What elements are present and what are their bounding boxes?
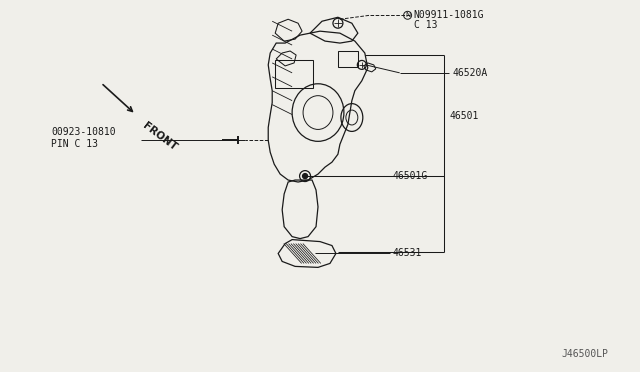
Text: 46531: 46531 — [393, 248, 422, 259]
Text: 46501G: 46501G — [393, 171, 428, 181]
Text: PIN C 13: PIN C 13 — [51, 139, 98, 149]
Text: J46500LP: J46500LP — [562, 349, 609, 359]
Text: N09911-1081G: N09911-1081G — [413, 10, 484, 20]
Text: 00923-10810: 00923-10810 — [51, 127, 116, 137]
Text: C 13: C 13 — [413, 20, 437, 30]
Text: 46520A: 46520A — [452, 68, 488, 78]
Circle shape — [303, 174, 308, 179]
Text: N: N — [405, 12, 410, 18]
Text: FRONT: FRONT — [141, 121, 179, 153]
Text: 46501: 46501 — [449, 110, 479, 121]
